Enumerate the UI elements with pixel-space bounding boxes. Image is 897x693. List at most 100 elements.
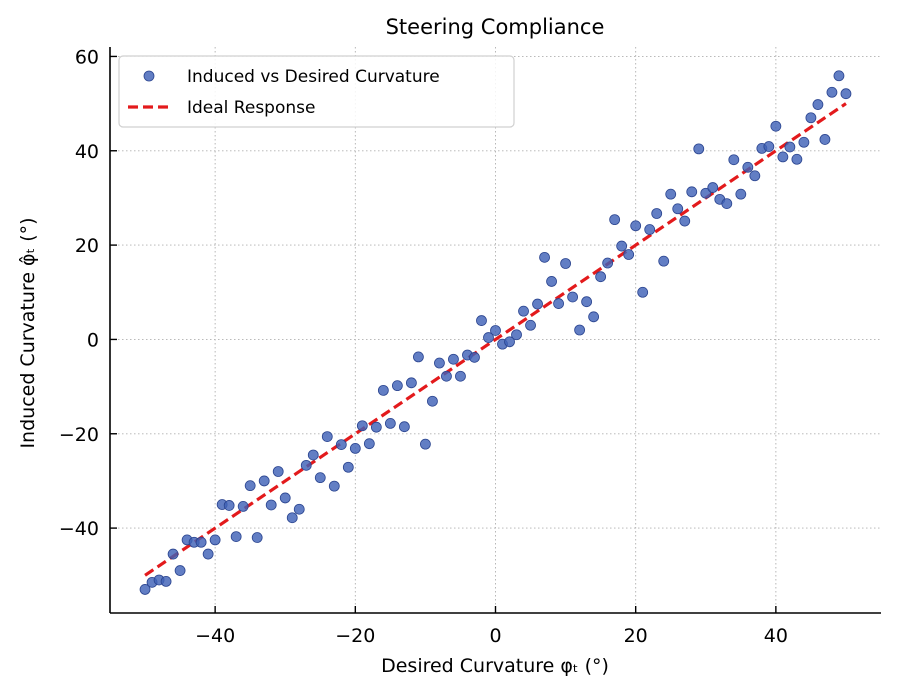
y-tick-label: 40: [75, 141, 99, 163]
scatter-point: [679, 215, 691, 227]
scatter-point: [195, 536, 207, 548]
scatter-point: [672, 203, 684, 215]
scatter-point: [812, 99, 824, 110]
scatter-point: [553, 298, 564, 309]
scatter-point: [749, 170, 761, 182]
legend: Induced vs Desired Curvature Ideal Respo…: [118, 55, 515, 128]
legend-scatter-marker: [143, 70, 155, 82]
scatter-point: [763, 141, 775, 152]
scatter-point: [356, 420, 368, 432]
scatter-point: [279, 492, 291, 504]
scatter-point: [609, 214, 621, 226]
scatter-point: [244, 480, 256, 492]
scatter-point: [693, 143, 705, 155]
scatter-point: [202, 548, 214, 560]
scatter-point: [588, 311, 600, 323]
scatter-point: [448, 353, 459, 365]
scatter-point: [349, 442, 361, 454]
scatter-point: [595, 271, 607, 283]
scatter-point: [483, 332, 494, 343]
scatter-point: [602, 257, 614, 269]
scatter-point: [272, 466, 284, 477]
scatter-point: [441, 370, 452, 382]
scatter-point: [314, 472, 326, 484]
scatter-point: [490, 325, 501, 336]
scatter-point: [321, 431, 333, 442]
scatter-point: [791, 153, 803, 165]
ticks: −40 −20 0 20 40 −40 −20 0 20 40 60: [59, 46, 788, 647]
scatter-point: [230, 531, 242, 542]
scatter-point: [833, 70, 845, 82]
scatter-point: [342, 461, 354, 473]
scatter-point: [784, 141, 796, 153]
scatter-point: [777, 151, 789, 163]
scatter-point: [511, 329, 522, 341]
scatter-point: [742, 161, 754, 173]
scatter-point: [735, 188, 747, 200]
scatter-point: [167, 548, 179, 560]
legend-label-ideal: Ideal Response: [187, 98, 315, 118]
scatter-point: [623, 249, 635, 260]
scatter-point: [721, 198, 733, 209]
y-tick-label: 0: [87, 329, 99, 351]
x-tick-label: 40: [764, 625, 788, 647]
scatter-point: [307, 449, 319, 461]
scatter-point: [377, 384, 389, 396]
scatter-point: [293, 503, 305, 515]
scatter-point: [546, 276, 557, 287]
x-tick-label: 20: [624, 625, 648, 647]
scatter-point: [518, 305, 529, 317]
scatter-point: [532, 298, 543, 310]
scatter-point: [370, 421, 382, 433]
scatter-point: [223, 500, 235, 511]
scatter-point: [560, 258, 571, 269]
scatter-point: [798, 136, 810, 148]
scatter-point: [398, 421, 410, 433]
scatter-point: [251, 532, 263, 543]
scatter-point: [328, 480, 340, 492]
legend-label-scatter: Induced vs Desired Curvature: [187, 67, 440, 87]
ideal-response-line: [144, 102, 847, 577]
scatter-point: [700, 187, 712, 199]
scatter-point: [469, 351, 480, 363]
scatter-point: [427, 395, 438, 407]
scatter-point: [384, 417, 396, 429]
scatter-point: [265, 499, 277, 511]
scatter-point: [237, 501, 249, 512]
scatter-point: [391, 380, 403, 392]
scatter-point: [363, 438, 375, 450]
scatter-point: [300, 459, 312, 471]
chart-title: Steering Compliance: [386, 15, 605, 39]
legend-frame: [118, 55, 515, 128]
scatter-point: [174, 565, 186, 576]
scatter-point: [412, 351, 424, 363]
scatter-point: [686, 186, 698, 198]
scatter-point: [567, 291, 578, 303]
scatter-point: [504, 336, 515, 348]
y-tick-label: 20: [75, 235, 99, 257]
scatter-point: [819, 134, 831, 145]
scatter-point: [209, 534, 221, 546]
scatter-point: [840, 88, 852, 100]
scatter-point: [405, 377, 417, 389]
scatter-point: [707, 182, 719, 193]
scatter-point: [637, 286, 649, 298]
scatter-point: [258, 475, 270, 487]
scatter-point: [476, 315, 487, 326]
x-tick-label: −40: [195, 625, 235, 647]
scatter-point: [826, 86, 838, 98]
scatter-points: [139, 70, 852, 595]
x-tick-label: −20: [335, 625, 375, 647]
scatter-point: [728, 154, 740, 166]
scatter-point: [160, 575, 172, 587]
scatter-point: [455, 370, 466, 382]
scatter-point: [539, 251, 550, 263]
ideal-layer: [144, 102, 847, 577]
scatter-point: [420, 438, 431, 450]
y-tick-label: 60: [75, 46, 99, 68]
scatter-point: [139, 584, 151, 595]
scatter-point: [434, 357, 445, 369]
scatter-point: [525, 319, 536, 331]
scatter-point: [581, 296, 593, 308]
